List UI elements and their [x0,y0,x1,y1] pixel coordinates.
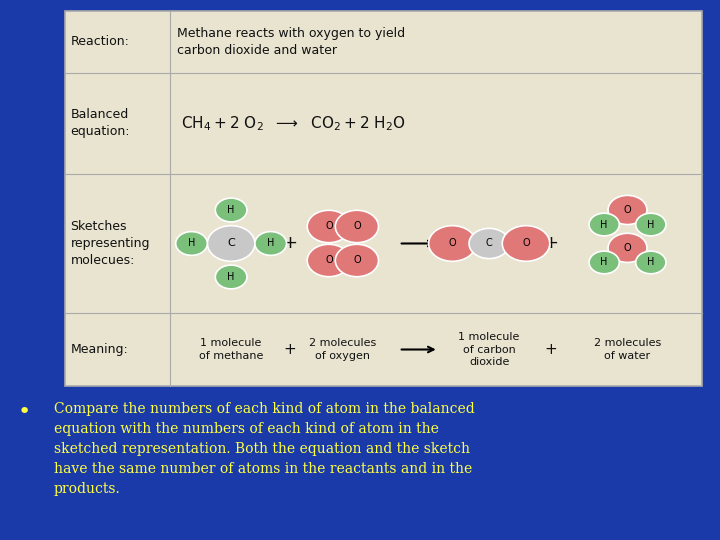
Circle shape [469,228,509,259]
Text: +: + [282,234,297,253]
Circle shape [215,265,247,289]
Text: Sketches
representing
molecues:: Sketches representing molecues: [71,220,150,267]
Text: Compare the numbers of each kind of atom in the balanced
equation with the numbe: Compare the numbers of each kind of atom… [54,402,474,496]
Text: O: O [325,221,333,232]
Text: Meaning:: Meaning: [71,343,128,356]
Text: O: O [624,243,631,253]
Text: Balanced
equation:: Balanced equation: [71,109,130,138]
Text: H: H [647,220,654,229]
Text: Reaction:: Reaction: [71,35,130,48]
Text: 1 molecule
of methane: 1 molecule of methane [199,338,264,361]
Text: O: O [624,205,631,215]
Circle shape [589,251,619,274]
Text: 2 molecules
of water: 2 molecules of water [594,338,661,361]
Text: C: C [486,239,492,248]
Circle shape [608,233,647,262]
Text: H: H [600,258,608,267]
Text: C: C [228,239,235,248]
Text: +: + [283,342,296,357]
Text: 1 molecule
of carbon
dioxide: 1 molecule of carbon dioxide [459,332,520,367]
Text: O: O [325,255,333,266]
Text: H: H [600,220,608,229]
Circle shape [428,226,476,261]
Text: •: • [18,402,31,422]
Circle shape [255,232,287,255]
Text: $\mathregular{CH_4 + 2\ O_2}$  $\longrightarrow$  $\mathregular{CO_2 + 2\ H_2O}$: $\mathregular{CH_4 + 2\ O_2}$ $\longrigh… [181,114,405,133]
Text: Methane reacts with oxygen to yield
carbon dioxide and water: Methane reacts with oxygen to yield carb… [177,27,405,57]
Text: O: O [353,255,361,266]
Text: O: O [353,221,361,232]
Text: H: H [647,258,654,267]
Text: H: H [188,239,195,248]
Circle shape [176,232,207,255]
Text: H: H [228,272,235,282]
Text: O: O [449,239,456,248]
Text: +: + [543,234,558,253]
Circle shape [307,244,351,276]
Circle shape [207,226,255,261]
Circle shape [636,251,666,274]
Circle shape [336,210,379,242]
Text: +: + [544,342,557,357]
Circle shape [589,213,619,236]
Circle shape [307,210,351,242]
FancyBboxPatch shape [65,11,702,386]
Circle shape [336,244,379,276]
Circle shape [608,195,647,225]
Text: O: O [522,239,530,248]
Text: 2 molecules
of oxygen: 2 molecules of oxygen [309,338,377,361]
Text: H: H [267,239,274,248]
Circle shape [636,213,666,236]
Circle shape [215,198,247,222]
Text: H: H [228,205,235,215]
Circle shape [503,226,550,261]
